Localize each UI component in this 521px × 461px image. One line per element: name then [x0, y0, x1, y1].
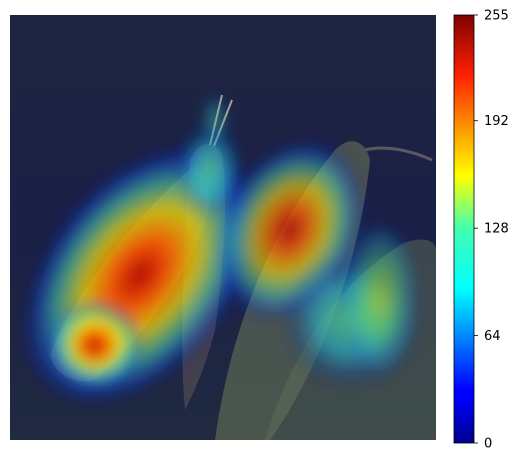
colorbar-tick-label: 192 — [484, 114, 509, 129]
colorbar-gradient — [453, 14, 475, 444]
stem-shape — [364, 146, 433, 162]
colorbar-tick-label: 255 — [484, 9, 509, 24]
colorbar: 0 64 128 192 255 — [453, 9, 509, 452]
colorbar-tick-label: 128 — [484, 222, 509, 237]
heat-blob — [200, 90, 230, 150]
heat-blob — [47, 300, 143, 390]
colorbar-tick-label: 0 — [484, 437, 492, 452]
heatmap-image — [10, 15, 436, 440]
heat-blob — [175, 120, 245, 220]
heat-blob — [340, 220, 420, 380]
colorbar-tick-label: 64 — [484, 329, 501, 344]
